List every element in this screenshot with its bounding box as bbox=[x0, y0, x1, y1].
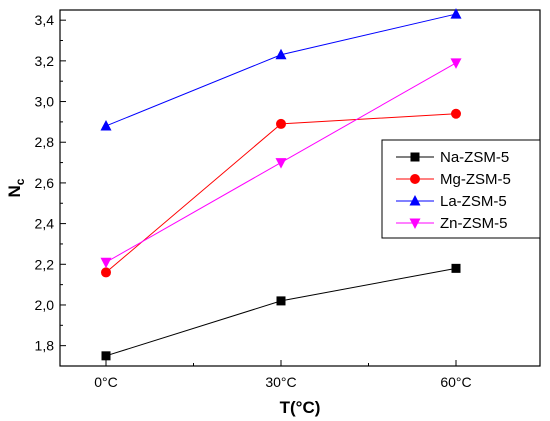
x-tick-label: 0°C bbox=[94, 374, 118, 390]
legend-marker bbox=[410, 152, 420, 162]
data-point bbox=[101, 351, 111, 361]
y-axis-title-main: N bbox=[5, 185, 24, 197]
legend-label: La-ZSM-5 bbox=[440, 193, 507, 210]
legend-item: Zn-ZSM-5 bbox=[396, 215, 508, 232]
y-axis-title-subscript: c bbox=[13, 178, 27, 185]
legend-item: Mg-ZSM-5 bbox=[396, 171, 511, 188]
x-tick-label: 60°C bbox=[440, 374, 471, 390]
series-layer bbox=[100, 8, 462, 361]
series-line bbox=[105, 267, 457, 357]
y-tick-label: 2,6 bbox=[35, 175, 55, 191]
series-line bbox=[105, 13, 457, 127]
x-axis-title: T(°C) bbox=[280, 398, 321, 417]
data-point bbox=[276, 118, 286, 129]
y-tick-label: 2,2 bbox=[35, 256, 55, 272]
y-tick-label: 2,8 bbox=[35, 134, 55, 150]
y-tick-label: 3,2 bbox=[35, 53, 55, 69]
data-point bbox=[450, 8, 462, 19]
data-point bbox=[451, 108, 461, 119]
data-point bbox=[451, 263, 461, 273]
data-point bbox=[450, 58, 462, 69]
legend-label: Na-ZSM-5 bbox=[440, 149, 509, 166]
data-point bbox=[275, 158, 287, 169]
data-point bbox=[101, 267, 111, 278]
data-point bbox=[275, 48, 287, 60]
y-tick-label: 1,8 bbox=[35, 338, 55, 354]
legend-item: Na-ZSM-5 bbox=[396, 149, 509, 166]
y-axis: 1,8 2,0 2,2 2,4 2,6 2,8 3,0 3,2 3,4 bbox=[35, 12, 66, 354]
legend-marker bbox=[410, 174, 420, 184]
legend-box bbox=[381, 139, 541, 239]
legend-label: Mg-ZSM-5 bbox=[440, 171, 511, 188]
y-axis-title: Nc bbox=[5, 178, 27, 197]
x-tick-label: 30°C bbox=[265, 374, 296, 390]
data-point bbox=[276, 296, 286, 306]
data-point bbox=[100, 257, 112, 269]
legend: Na-ZSM-5 Mg-ZSM-5 La-ZSM-5 Zn-ZSM-5 bbox=[381, 139, 541, 239]
legend-label: Zn-ZSM-5 bbox=[440, 215, 508, 232]
legend-marker bbox=[409, 195, 421, 206]
y-tick-label: 2,4 bbox=[35, 216, 55, 232]
series-na-zsm-5 bbox=[101, 263, 461, 361]
series-la-zsm-5 bbox=[100, 8, 462, 131]
y-tick-label: 2,0 bbox=[35, 297, 55, 313]
data-point bbox=[100, 119, 112, 131]
legend-marker bbox=[409, 218, 421, 229]
y-tick-label: 3,4 bbox=[35, 12, 55, 28]
series-zn-zsm-5 bbox=[100, 58, 462, 269]
y-tick-label: 3,0 bbox=[35, 94, 55, 110]
series-mg-zsm-5 bbox=[101, 108, 461, 278]
legend-item: La-ZSM-5 bbox=[396, 193, 507, 210]
x-axis: 0°C 30°C 60°C bbox=[94, 360, 472, 390]
